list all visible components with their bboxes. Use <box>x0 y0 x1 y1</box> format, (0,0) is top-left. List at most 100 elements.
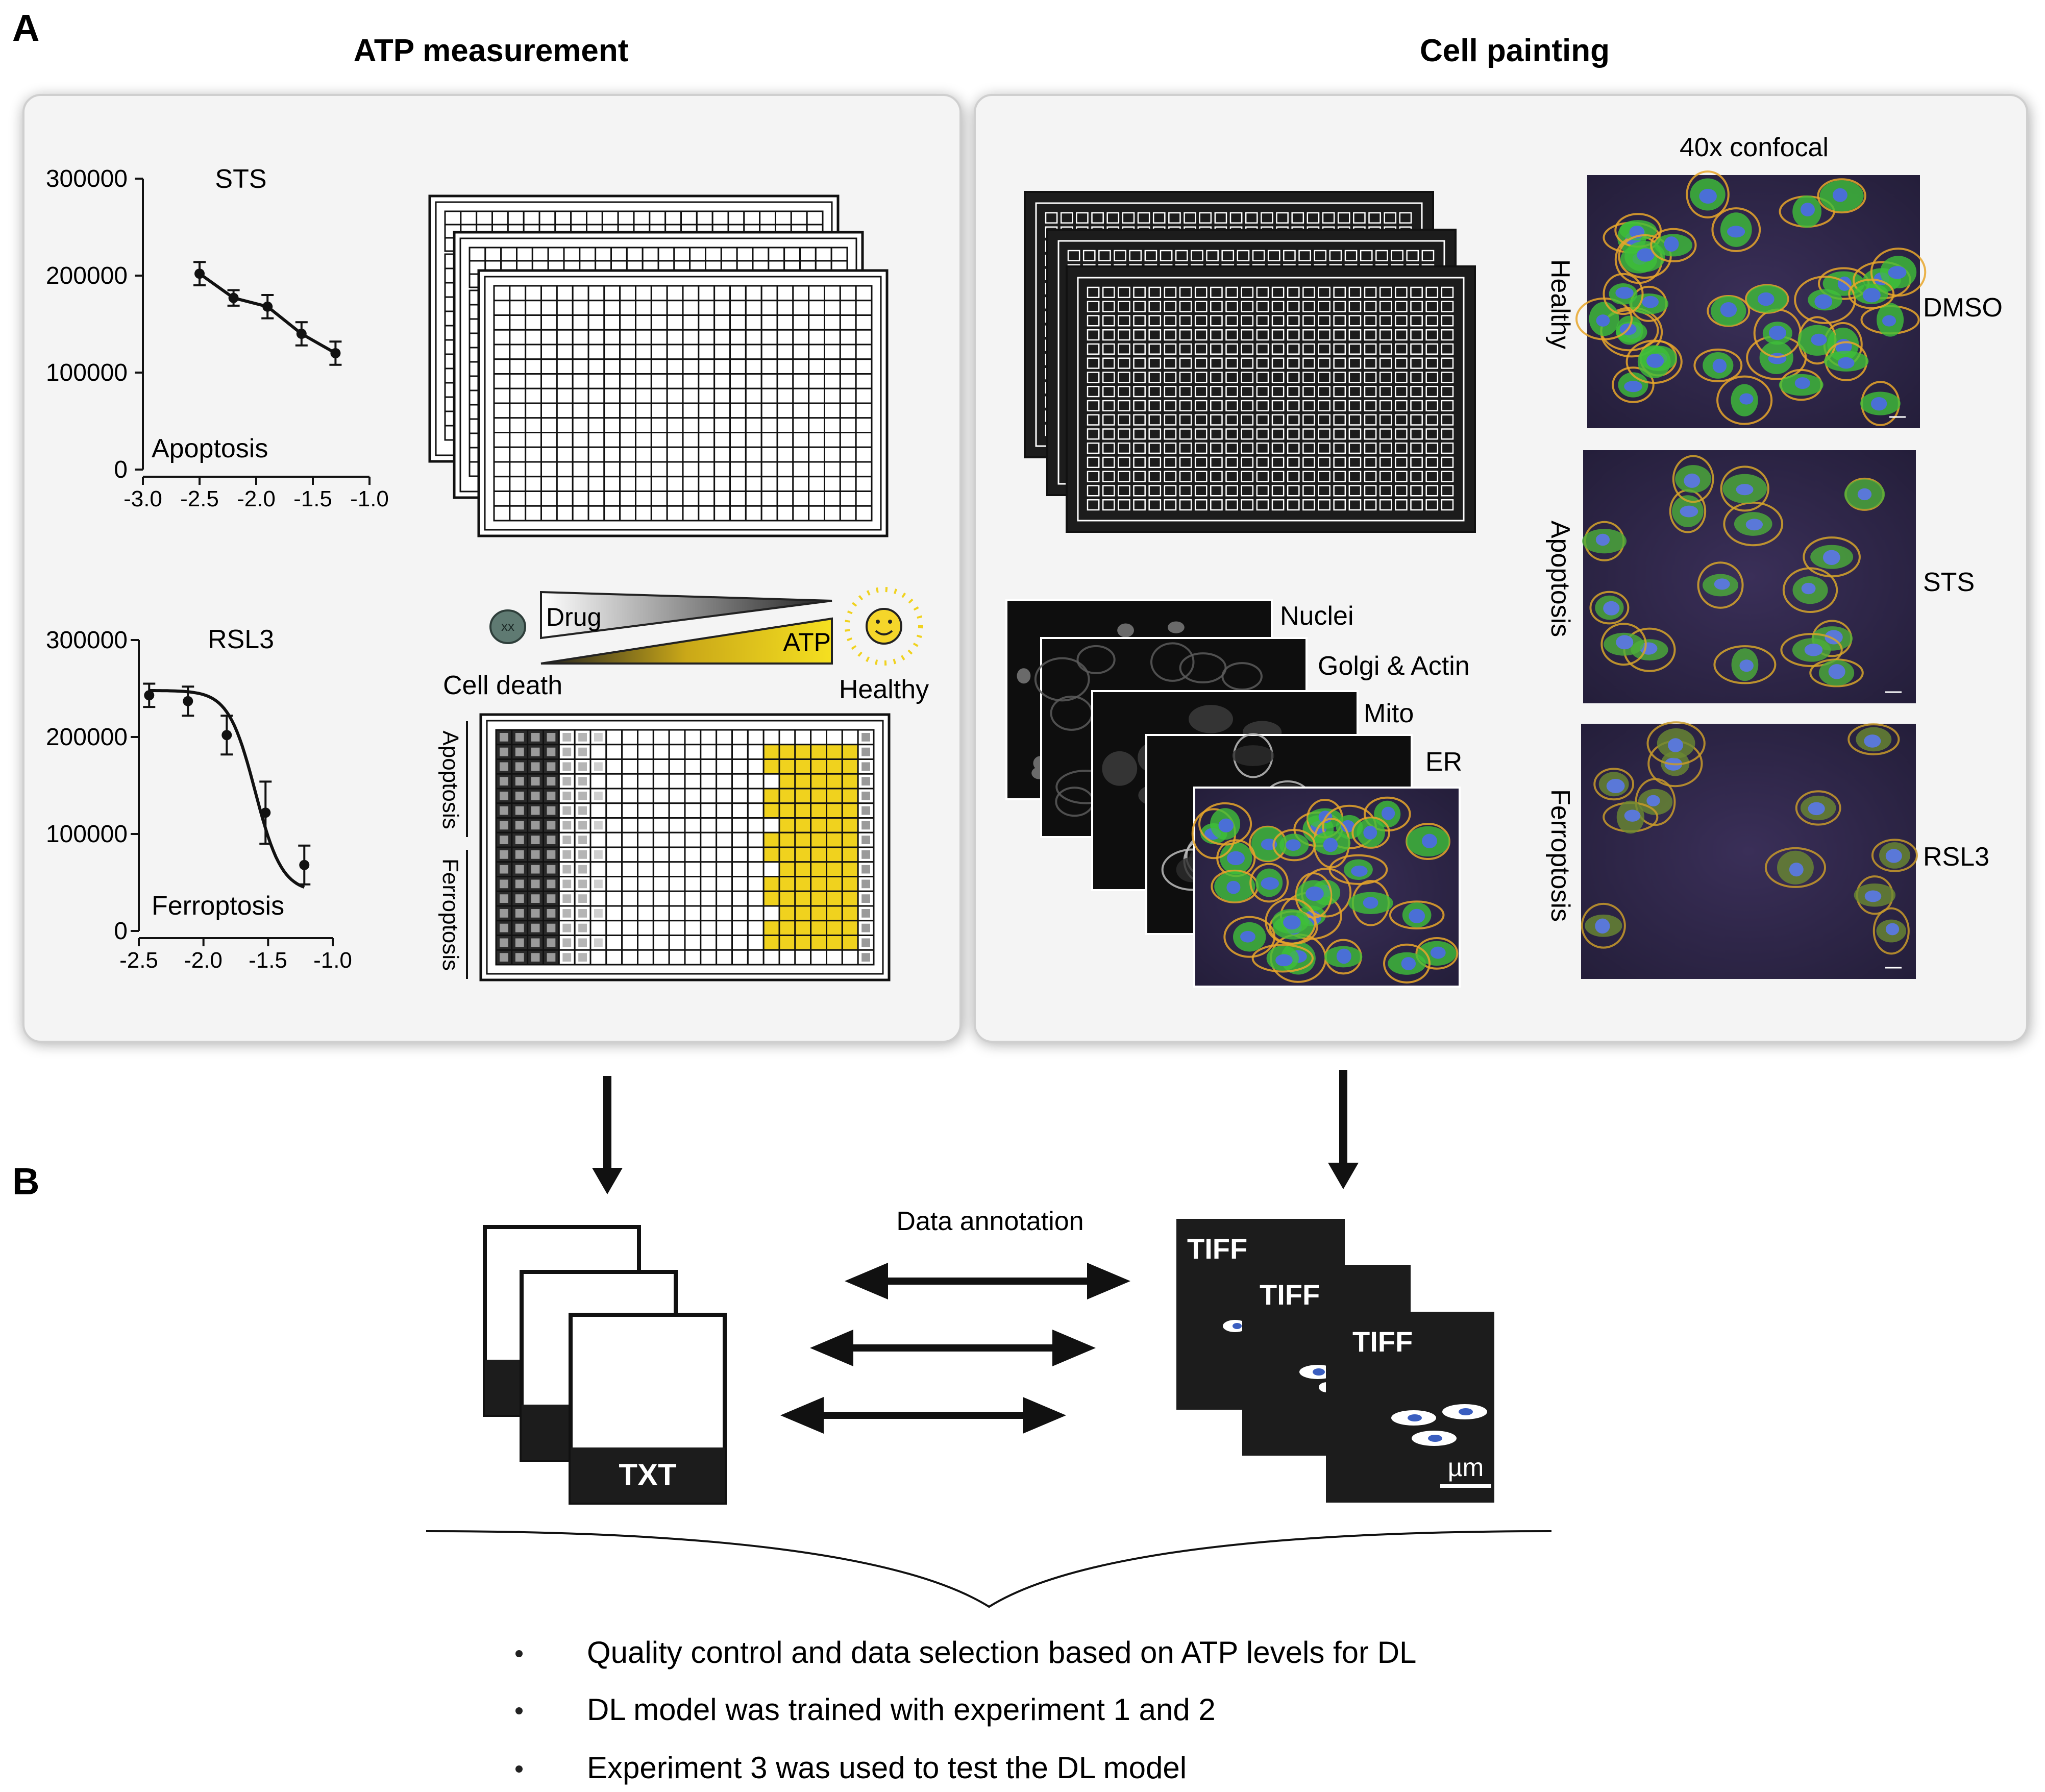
data-point <box>296 329 307 339</box>
well <box>810 861 827 877</box>
fit-line <box>149 689 305 889</box>
well <box>635 402 652 419</box>
well <box>1256 286 1269 298</box>
well <box>1395 499 1408 511</box>
well <box>509 446 527 463</box>
well <box>1287 372 1300 383</box>
nucleus <box>1341 820 1355 832</box>
well <box>713 314 731 331</box>
nucleus <box>1684 473 1701 488</box>
well <box>826 861 843 877</box>
well <box>1225 499 1238 511</box>
well-fill <box>562 879 572 889</box>
well <box>682 343 700 360</box>
well-fill <box>500 894 508 903</box>
well <box>601 210 619 226</box>
well <box>731 744 749 760</box>
well <box>794 861 812 877</box>
well <box>684 876 702 892</box>
cell-outline <box>1809 658 1864 688</box>
nucleus <box>1808 802 1825 816</box>
well <box>1148 301 1162 312</box>
rsl3-x-tick-m1.5: -1.5 <box>249 948 287 973</box>
well <box>1087 499 1100 511</box>
well <box>1168 212 1181 224</box>
nucleus <box>1227 851 1245 866</box>
well <box>1102 456 1115 468</box>
well <box>619 387 636 404</box>
data-point <box>144 690 155 701</box>
well <box>1287 414 1300 426</box>
well <box>1395 400 1408 411</box>
well <box>1425 456 1439 468</box>
well <box>556 490 574 507</box>
well <box>745 314 762 331</box>
well <box>556 329 574 346</box>
nucleus <box>1736 484 1754 496</box>
well <box>716 890 733 907</box>
well <box>1271 357 1285 369</box>
well <box>1118 485 1130 497</box>
well-fill <box>861 894 870 903</box>
well <box>1287 329 1300 341</box>
rsl3-y-tick-100000: 100000 <box>46 821 128 848</box>
well <box>792 373 810 389</box>
well <box>1302 414 1315 426</box>
well <box>855 343 873 360</box>
well <box>1256 301 1269 312</box>
well <box>745 446 762 463</box>
well <box>1364 343 1377 355</box>
plate-apoptosis-label: Apoptosis <box>438 730 463 829</box>
well <box>1302 471 1315 482</box>
well-fill <box>515 865 524 874</box>
well <box>1410 372 1423 383</box>
well <box>1160 250 1173 261</box>
cell-outline <box>1612 366 1655 403</box>
well <box>792 329 810 346</box>
drug-gradient-wedge <box>540 591 832 640</box>
well <box>527 802 544 819</box>
well <box>668 817 686 833</box>
well <box>776 490 794 507</box>
well <box>1302 286 1315 298</box>
well <box>808 285 825 302</box>
well <box>841 935 859 951</box>
well <box>1191 250 1203 261</box>
well <box>747 729 765 746</box>
well <box>1133 499 1146 511</box>
well <box>698 446 716 463</box>
well <box>1364 499 1377 511</box>
well <box>700 773 718 790</box>
well <box>556 387 574 404</box>
well <box>1256 329 1269 341</box>
cell-outline <box>1600 623 1647 666</box>
well <box>826 729 843 746</box>
well <box>1333 315 1346 327</box>
txt-file-stack: TXT <box>483 1225 727 1505</box>
well <box>745 373 762 389</box>
well <box>1395 471 1408 482</box>
well <box>619 402 636 419</box>
well <box>589 920 607 936</box>
well <box>808 329 825 346</box>
nucleus <box>1422 833 1437 848</box>
well <box>682 490 700 507</box>
well <box>1333 443 1346 454</box>
well <box>1364 372 1377 383</box>
well <box>1333 343 1346 355</box>
well <box>637 935 654 951</box>
well-fill <box>547 894 556 903</box>
well <box>1102 343 1115 355</box>
well-fill <box>562 747 572 756</box>
well <box>1348 456 1362 468</box>
well <box>760 402 778 419</box>
well <box>855 285 873 302</box>
well <box>682 300 700 316</box>
well <box>572 446 589 463</box>
well <box>776 314 794 331</box>
well <box>1364 329 1377 341</box>
well <box>855 358 873 375</box>
well <box>841 861 859 877</box>
well <box>698 505 716 522</box>
well <box>792 461 810 478</box>
